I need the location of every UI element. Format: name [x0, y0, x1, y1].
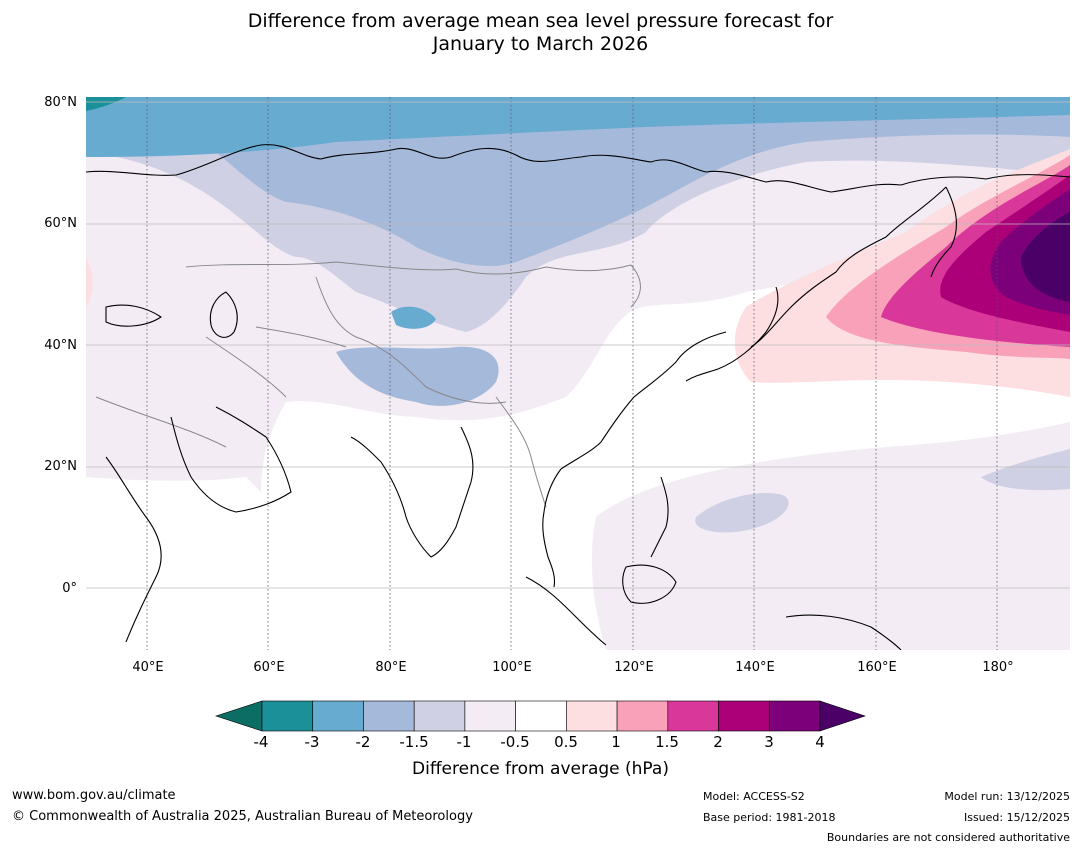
colorbar-arrow-low: [215, 700, 263, 732]
colorbar-swatch: [464, 700, 516, 732]
colorbar-swatch: [363, 700, 415, 732]
colorbar-tick: 1: [611, 733, 621, 751]
lat-label-80n: 80°N: [44, 95, 77, 110]
lon-label-140e: 140°E: [735, 660, 775, 675]
pressure-anomaly-map: [86, 97, 1070, 650]
shade-minus-3: [86, 97, 126, 111]
latitude-lines: [86, 101, 1070, 589]
shade-plus-4: [1021, 212, 1070, 302]
colorbar-arrow-high: [819, 700, 866, 732]
disclaimer-text: Boundaries are not considered authoritat…: [826, 831, 1070, 844]
lat-label-40n: 40°N: [44, 338, 77, 353]
colorbar-tick: -4: [253, 733, 269, 751]
lon-label-160e: 160°E: [857, 660, 897, 675]
shade-minus-2-basin: [391, 306, 436, 329]
colorbar-swatch: [667, 700, 719, 732]
colorbar-tick: 4: [815, 733, 825, 751]
map-title-line-2: January to March 2026: [432, 33, 649, 55]
colorbar-swatch: [768, 700, 821, 732]
shade-minus-0.5-pacific: [591, 422, 1070, 650]
shade-minus-1-pacific: [695, 493, 789, 533]
website-link[interactable]: www.bom.gov.au/climate: [12, 788, 176, 803]
lat-label-20n: 20°N: [44, 459, 77, 474]
shade-minus-2: [86, 97, 1070, 157]
colorbar-tick: 3: [764, 733, 774, 751]
colorbar-tick: -1: [456, 733, 472, 751]
country-boundaries: [95, 261, 641, 508]
colorbar-swatch: [718, 700, 770, 732]
shade-minus-1.5-plateau: [336, 346, 499, 406]
colorbar: [215, 700, 866, 732]
colorbar-tick: 0.5: [554, 733, 578, 751]
colorbar-swatch: [413, 700, 466, 732]
shade-minus-1-east: [981, 449, 1070, 491]
model-run-text: Model run: 13/12/2025: [944, 790, 1070, 803]
graticule: [146, 97, 998, 650]
colorbar-tick: -1.5: [399, 733, 429, 751]
model-text: Model: ACCESS-S2: [703, 790, 805, 803]
lat-label-0: 0°: [62, 581, 77, 596]
colorbar-tick: -3: [304, 733, 320, 751]
issued-text: Issued: 15/12/2025: [963, 811, 1070, 824]
lat-label-60n: 60°N: [44, 216, 77, 231]
colorbar-tick: 2: [713, 733, 723, 751]
shade-plus-0.5-west: [86, 257, 93, 307]
colorbar-swatch: [312, 700, 364, 732]
colorbar-swatch: [566, 700, 618, 732]
colorbar-tick: 1.5: [655, 733, 679, 751]
lon-label-60e: 60°E: [253, 660, 285, 675]
lon-label-120e: 120°E: [614, 660, 654, 675]
lon-label-100e: 100°E: [492, 660, 532, 675]
coastlines: [86, 144, 1070, 650]
map-title-line-1: Difference from average mean sea level p…: [247, 10, 834, 32]
colorbar-tick: -2: [355, 733, 371, 751]
colorbar-swatch: [515, 700, 567, 732]
colorbar-swatch: [261, 700, 314, 732]
colorbar-tick: -0.5: [500, 733, 530, 751]
copyright-text: © Commonwealth of Australia 2025, Austra…: [12, 809, 473, 824]
base-period-text: Base period: 1981-2018: [703, 811, 836, 824]
shade-minus-1.5: [86, 115, 1070, 267]
colorbar-swatch: [616, 700, 669, 732]
lon-label-80e: 80°E: [375, 660, 407, 675]
lon-label-180: 180°: [982, 660, 1014, 675]
lon-label-40e: 40°E: [132, 660, 164, 675]
colorbar-label: Difference from average (hPa): [412, 759, 669, 779]
